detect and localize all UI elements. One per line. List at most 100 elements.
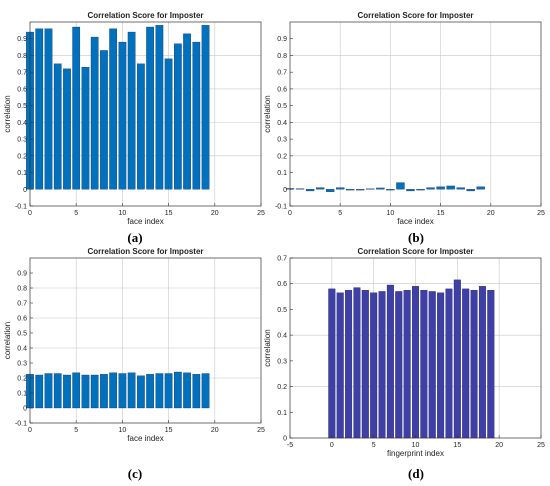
chart-panel-d: 00.10.20.30.40.50.60.7-5 0 5 10 15 20 25Correl… [263, 247, 545, 481]
y-tick-label: 0.1 [17, 170, 27, 177]
x-tick-label: 20 [487, 210, 495, 217]
panel-caption: (c) [128, 466, 142, 481]
bar [376, 187, 385, 190]
bar [72, 372, 81, 409]
y-tick-label: -0.1 [15, 421, 27, 428]
y-tick-label: 0.6 [17, 86, 27, 93]
bar [100, 374, 108, 409]
bar [426, 187, 435, 190]
bar [137, 63, 145, 190]
y-tick-label: -0.1 [15, 204, 27, 211]
y-axis-label: correlation [263, 329, 272, 366]
bar [201, 25, 210, 190]
x-tick-label: 5 [74, 427, 78, 434]
axes-box [29, 257, 262, 424]
bar [72, 26, 81, 190]
bar [315, 187, 325, 190]
bar [478, 286, 486, 439]
bar [183, 372, 191, 409]
y-tick-label: 0.3 [17, 137, 27, 144]
y-tick-label: 0.7 [17, 301, 27, 308]
x-tick-label: 10 [119, 427, 127, 434]
bar [462, 288, 470, 439]
bar [305, 189, 315, 192]
bar [173, 371, 182, 409]
bar [353, 287, 361, 439]
y-tick-label: 0.4 [17, 120, 27, 127]
y-tick-label: 0.9 [17, 36, 27, 43]
y-tick-label: 0.5 [277, 307, 287, 314]
panel-caption: (d) [408, 466, 424, 481]
bar [63, 68, 71, 190]
bar [118, 41, 127, 190]
bar [90, 36, 99, 190]
bar [470, 289, 478, 439]
bar [445, 288, 453, 439]
bar [192, 374, 201, 409]
bar [63, 374, 71, 409]
chart-panel-a: -0.100.10.20.30.40.50.60.70.80.90 5 10 15 20… [3, 11, 265, 245]
y-tick-label: 0.2 [17, 376, 27, 383]
y-tick-label: 0 [283, 436, 287, 443]
bar [183, 33, 191, 190]
y-tick-label: 0 [23, 406, 27, 413]
x-tick-label: 0 [28, 210, 32, 217]
bar [146, 26, 154, 190]
bar [127, 372, 136, 409]
panel-caption: (a) [127, 230, 142, 245]
bar [295, 188, 305, 190]
y-tick-label: 0.1 [17, 391, 27, 398]
y-tick-label: 0.1 [277, 410, 287, 417]
bar [53, 63, 62, 190]
y-tick-label: 0.3 [17, 361, 27, 368]
bar [428, 291, 436, 439]
y-tick-label: 0.2 [277, 384, 287, 391]
bar [456, 187, 465, 190]
y-tick-label: 0.5 [277, 103, 287, 110]
bar [155, 25, 164, 190]
y-tick-label: 0.5 [17, 331, 27, 338]
y-tick-label: 0 [23, 187, 27, 194]
bar [412, 286, 419, 439]
x-tick-label: 5 [74, 210, 78, 217]
x-tick-label: 15 [165, 210, 173, 217]
x-tick-label: 25 [257, 210, 265, 217]
bar [396, 182, 405, 190]
y-tick-label: 0.4 [277, 333, 287, 340]
bar [370, 292, 378, 439]
x-tick-label: 10 [412, 442, 420, 449]
y-tick-label: 0.1 [277, 170, 287, 177]
x-tick-label: 0 [288, 210, 292, 217]
bar [100, 50, 108, 190]
x-tick-label: 20 [211, 210, 219, 217]
bar [453, 279, 461, 439]
bar [44, 28, 53, 190]
y-tick-label: 0.4 [17, 346, 27, 353]
x-tick-label: 5 [372, 442, 376, 449]
bar [35, 28, 44, 190]
axes-box [289, 21, 542, 207]
x-tick-label: 20 [211, 427, 219, 434]
bar [109, 372, 118, 409]
bar [446, 185, 455, 190]
y-axis-label: correlation [3, 95, 12, 132]
bar [146, 374, 154, 409]
y-tick-label: 0.8 [17, 53, 27, 60]
bar [118, 373, 127, 409]
bar [164, 373, 173, 409]
x-tick-label: 25 [537, 442, 545, 449]
y-tick-label: 0.4 [277, 120, 287, 127]
y-tick-label: 0.7 [277, 256, 287, 263]
bar [361, 289, 369, 439]
x-tick-label: 25 [537, 210, 545, 217]
y-tick-label: 0.2 [17, 153, 27, 160]
bar [356, 189, 365, 191]
chart-title: Correlation Score for Imposter [357, 247, 473, 256]
x-tick-label: 0 [28, 427, 32, 434]
bar [476, 186, 485, 190]
bar [137, 375, 145, 409]
x-tick-label: 20 [495, 442, 503, 449]
chart-panel-c: -0.100.10.20.30.40.50.60.70.80.90 5 10 15 20… [3, 247, 265, 481]
bar [328, 288, 336, 439]
